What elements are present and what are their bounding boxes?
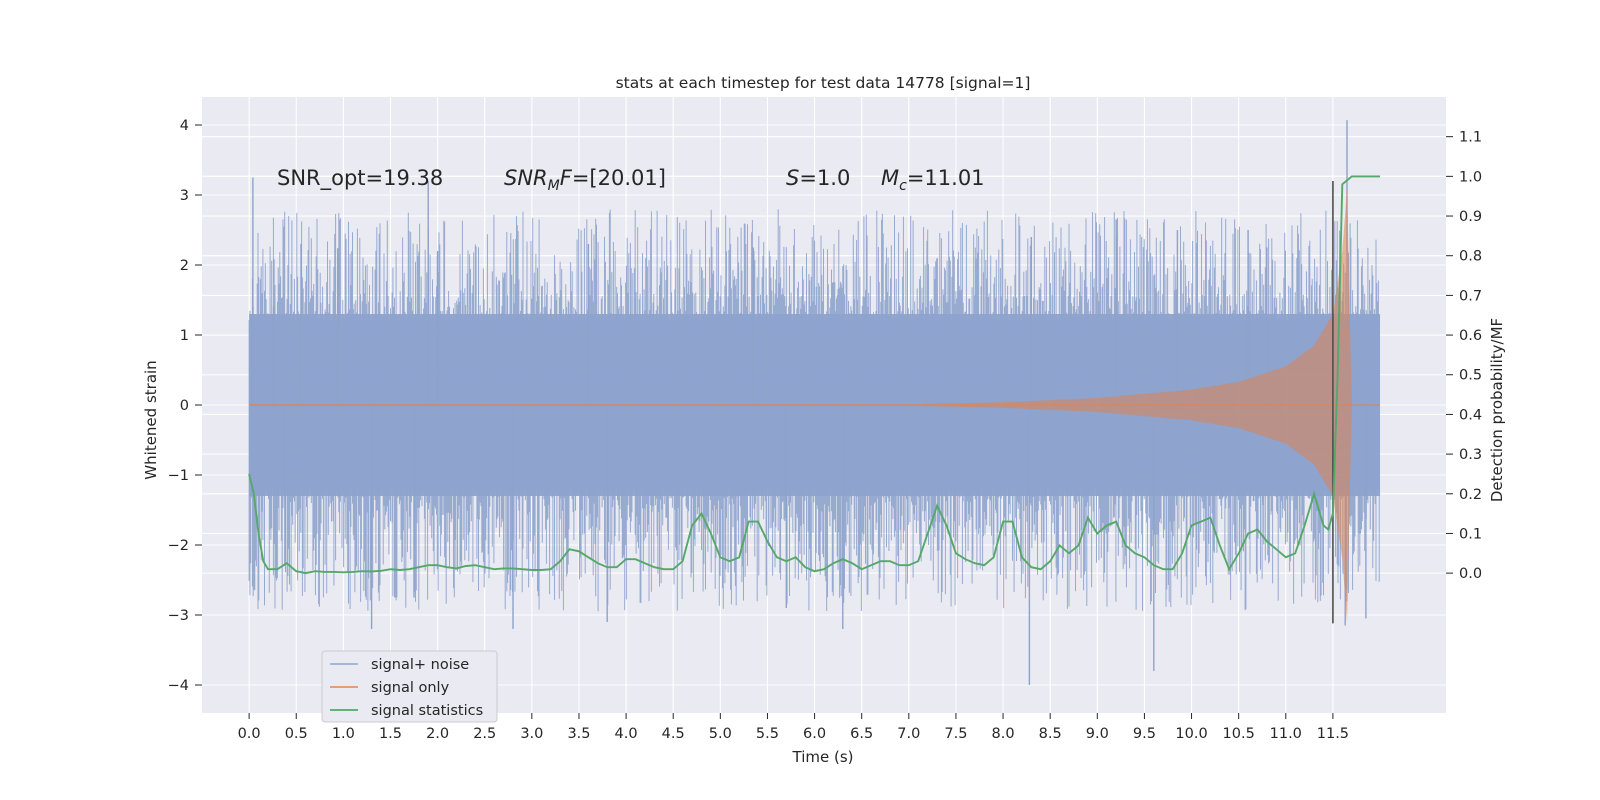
series-signal-only — [249, 188, 1381, 622]
legend-label-signal-noise: signal+ noise — [371, 657, 469, 673]
y-right-tick-label: 0.3 — [1459, 447, 1482, 463]
x-tick-label: 4.5 — [662, 726, 685, 742]
y-right-tick-label: 0.8 — [1459, 249, 1482, 265]
statistics-line — [248, 175, 1380, 575]
x-tick-label: 4.0 — [615, 726, 638, 742]
x-tick-label: 2.5 — [473, 726, 496, 742]
y-tick-label: −3 — [168, 608, 189, 624]
y-right-tick-label: 0.1 — [1459, 526, 1482, 542]
x-tick-label: 11.0 — [1270, 726, 1302, 742]
axes: 0.0 0.5 1.0 1.5 2.0 2.5 3.0 3.5 4.0 4.5 5.0 5.5 6.0 6… — [168, 118, 1482, 742]
x-tick-label: 8.0 — [992, 726, 1015, 742]
snr-mf-value: =[20.01] — [572, 166, 666, 190]
y-tick-label: 2 — [180, 258, 189, 274]
snr-mf-symbol: SNR — [504, 166, 548, 190]
right-axis-label: Detection probability/MF — [1488, 318, 1506, 502]
x-tick-label: 6.0 — [803, 726, 826, 742]
x-tick-label: 5.0 — [709, 726, 732, 742]
snr-mf-suffix: F — [560, 166, 573, 190]
x-tick-label: 7.5 — [944, 726, 967, 742]
s-symbol: S — [786, 166, 799, 190]
x-tick-label: 0.0 — [238, 726, 261, 742]
legend-box — [321, 650, 498, 723]
y-tick-label: −1 — [168, 468, 189, 484]
mc-symbol: M — [881, 166, 899, 190]
annotations: SNR_opt=19.38 SNRMF=[20.01] S=1.0 Mc=11.… — [277, 166, 985, 194]
x-tick-label: 11.5 — [1317, 726, 1349, 742]
y-right-tick-label: 0.9 — [1459, 209, 1482, 225]
legend-label-signal-only: signal only — [371, 680, 450, 696]
snr-mf-subscript: M — [548, 178, 560, 194]
x-tick-label: 10.0 — [1175, 726, 1207, 742]
snr-opt-annotation: SNR_opt=19.38 — [277, 166, 443, 191]
x-tick-label: 0.5 — [285, 726, 308, 742]
y-tick-label: 1 — [180, 328, 189, 344]
s-value: =1.0 — [799, 166, 850, 190]
y-right-tick-label: 1.0 — [1459, 169, 1482, 185]
y-right-tick-label: 0.2 — [1459, 487, 1482, 503]
legend-label-signal-statistics: signal statistics — [371, 703, 483, 719]
x-tick-label: 8.5 — [1039, 726, 1062, 742]
x-tick-label: 3.0 — [520, 726, 543, 742]
x-tick-label: 7.0 — [897, 726, 920, 742]
x-tick-label: 2.0 — [426, 726, 449, 742]
y-tick-label: 4 — [180, 118, 189, 134]
y-tick-label: −4 — [168, 678, 189, 694]
y-tick-label: 3 — [180, 188, 189, 204]
legend: signal+ noise signal only signal statist… — [321, 650, 498, 723]
snr-mf-annotation: SNRMF=[20.01] — [504, 166, 666, 194]
y-right-tick-label: 0.7 — [1459, 288, 1482, 304]
mc-value: =11.01 — [907, 166, 985, 190]
y-right-tick-label: 0.4 — [1459, 407, 1482, 423]
y-right-tick-label: 1.1 — [1459, 130, 1482, 146]
x-tick-label: 10.5 — [1223, 726, 1255, 742]
y-right-tick-label: 0.5 — [1459, 368, 1482, 384]
y-tick-label: −2 — [168, 538, 189, 554]
x-tick-label: 1.0 — [332, 726, 355, 742]
mc-subscript: c — [899, 178, 907, 194]
s-annotation: S=1.0 — [786, 166, 850, 190]
x-tick-label: 3.5 — [567, 726, 590, 742]
y-tick-label: 0 — [180, 398, 189, 414]
x-tick-label: 1.5 — [379, 726, 402, 742]
x-axis-label: Time (s) — [792, 748, 854, 766]
x-tick-label: 9.0 — [1086, 726, 1109, 742]
x-tick-label: 5.5 — [756, 726, 779, 742]
x-tick-label: 6.5 — [850, 726, 873, 742]
chart-title: stats at each timestep for test data 147… — [616, 74, 1031, 92]
y-right-tick-label: 0.6 — [1459, 328, 1482, 344]
y-axis-label: Whitened strain — [142, 360, 160, 479]
series-signal-statistics — [248, 175, 1380, 575]
mc-annotation: Mc=11.01 — [881, 166, 985, 194]
x-tick-label: 9.5 — [1133, 726, 1156, 742]
y-right-tick-label: 0.0 — [1459, 566, 1482, 582]
